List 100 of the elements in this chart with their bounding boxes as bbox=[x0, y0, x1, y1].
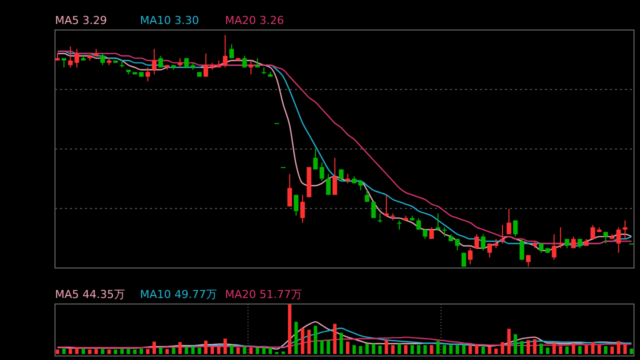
text: MA5 44.35万 bbox=[55, 288, 126, 301]
candlestick bbox=[538, 243, 544, 254]
candlestick bbox=[506, 208, 512, 235]
bar bbox=[430, 345, 434, 354]
bar bbox=[326, 340, 330, 354]
candlestick bbox=[480, 234, 486, 251]
bar bbox=[107, 350, 111, 354]
candlestick bbox=[242, 55, 247, 68]
bar bbox=[558, 346, 562, 354]
candlestick bbox=[300, 194, 305, 224]
bar bbox=[82, 349, 85, 354]
text: MA10 3.30 bbox=[140, 14, 200, 27]
bar bbox=[346, 342, 350, 354]
bar bbox=[578, 346, 582, 354]
bar bbox=[223, 338, 227, 354]
bar bbox=[204, 340, 208, 354]
candlestick bbox=[442, 226, 447, 238]
text: MA5 3.29 bbox=[55, 14, 108, 27]
candlestick bbox=[100, 53, 105, 66]
candlestick bbox=[287, 174, 292, 207]
candlestick bbox=[178, 58, 182, 68]
bar bbox=[320, 340, 324, 354]
candlestick bbox=[345, 174, 350, 184]
candlestick bbox=[204, 53, 208, 78]
bar bbox=[494, 348, 498, 354]
bar bbox=[62, 348, 66, 354]
candlestick bbox=[229, 44, 234, 59]
bar bbox=[365, 344, 369, 354]
candlestick bbox=[68, 46, 73, 68]
bar bbox=[604, 346, 608, 354]
bar bbox=[416, 345, 420, 354]
bar bbox=[488, 346, 492, 354]
bar bbox=[333, 324, 337, 354]
candlestick bbox=[222, 34, 228, 68]
bar bbox=[514, 334, 518, 354]
bar bbox=[68, 349, 72, 354]
bar bbox=[449, 345, 453, 354]
candlestick bbox=[332, 157, 338, 196]
bar bbox=[268, 348, 272, 354]
bar bbox=[172, 348, 176, 354]
candlestick bbox=[62, 58, 66, 68]
bar bbox=[230, 345, 234, 354]
bar bbox=[616, 341, 620, 354]
candlestick bbox=[429, 226, 434, 240]
candlestick bbox=[520, 238, 524, 260]
candlestick bbox=[378, 212, 382, 224]
candlestick bbox=[494, 238, 498, 249]
bar bbox=[423, 345, 427, 354]
bar bbox=[533, 339, 536, 354]
bar bbox=[520, 341, 524, 354]
candlestick bbox=[74, 48, 80, 68]
bar bbox=[198, 348, 202, 354]
candlestick bbox=[255, 58, 260, 68]
candlestick bbox=[326, 174, 331, 196]
candlestick bbox=[474, 234, 480, 249]
bar bbox=[262, 348, 266, 354]
bar bbox=[584, 345, 588, 354]
bar bbox=[75, 348, 79, 354]
candlestick bbox=[397, 220, 402, 230]
bar bbox=[475, 345, 478, 354]
bar bbox=[358, 346, 362, 354]
text: MA20 51.77万 bbox=[225, 288, 302, 301]
candlestick bbox=[526, 254, 531, 268]
candlestick bbox=[152, 48, 157, 75]
bar bbox=[340, 332, 343, 354]
bar bbox=[546, 348, 550, 354]
bar bbox=[158, 348, 162, 354]
bar bbox=[540, 344, 543, 354]
bar bbox=[191, 346, 195, 354]
candlestick bbox=[500, 224, 505, 244]
bar bbox=[410, 345, 414, 354]
bar bbox=[288, 304, 292, 354]
bar bbox=[623, 344, 627, 354]
bar bbox=[610, 346, 614, 354]
bar bbox=[133, 350, 137, 354]
bar bbox=[404, 345, 408, 354]
candlestick bbox=[145, 66, 150, 82]
bar bbox=[100, 349, 104, 354]
bar bbox=[146, 349, 150, 354]
bar bbox=[481, 346, 485, 354]
bar bbox=[391, 345, 395, 354]
bar bbox=[217, 346, 220, 354]
bar bbox=[526, 340, 530, 354]
bar bbox=[462, 345, 466, 354]
bar bbox=[552, 343, 556, 354]
candlestick bbox=[552, 234, 556, 260]
candlestick bbox=[364, 190, 370, 202]
bar bbox=[352, 345, 356, 354]
candlestick bbox=[422, 229, 428, 240]
bar bbox=[140, 348, 144, 354]
bar bbox=[152, 342, 156, 354]
candlestick bbox=[158, 55, 163, 68]
bar bbox=[591, 342, 595, 354]
candlestick bbox=[513, 220, 518, 238]
candlestick bbox=[468, 248, 473, 265]
bar bbox=[468, 345, 472, 354]
candlestick bbox=[436, 212, 440, 230]
text: MA20 3.26 bbox=[225, 14, 284, 27]
bar bbox=[165, 349, 169, 354]
candlestick bbox=[590, 224, 596, 240]
